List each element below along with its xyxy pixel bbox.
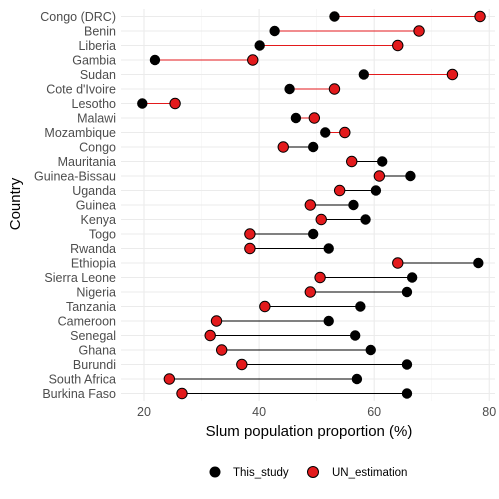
y-tick-ethiopia: Ethiopia (71, 257, 116, 271)
y-tick-cameroon: Cameroon (58, 315, 116, 329)
point-this-study-liberia (254, 40, 265, 51)
point-un-estimation-mozambique (339, 126, 351, 139)
point-this-study-uganda (370, 185, 382, 196)
x-tick-60: 60 (367, 405, 381, 419)
point-this-study-sierra-leone (406, 272, 418, 283)
point-this-study-cote-d-ivoire (284, 83, 295, 95)
y-tick-burundi: Burundi (73, 358, 116, 372)
point-this-study-guinea (348, 199, 359, 211)
point-un-estimation-gambia (247, 54, 259, 66)
point-un-estimation-guinea-bissau (373, 170, 386, 182)
point-this-study-mozambique (320, 127, 331, 138)
point-un-estimation-burundi (236, 358, 248, 371)
point-this-study-benin (269, 25, 280, 37)
point-un-estimation-cote-d-ivoire (328, 83, 341, 95)
y-tick-malawi: Malawi (77, 112, 116, 126)
segments (142, 16, 481, 394)
y-tick-congo: Congo (79, 141, 116, 155)
point-this-study-congo-drc (329, 11, 340, 22)
point-this-study-mauritania (377, 156, 388, 167)
point-un-estimation-rwanda (244, 242, 256, 255)
point-un-estimation-tanzania (259, 300, 271, 313)
point-this-study-malawi (290, 112, 302, 124)
point-this-study-rwanda (323, 243, 334, 254)
y-tick-burkina-faso: Burkina Faso (42, 387, 116, 401)
y-tick-lesotho: Lesotho (72, 97, 117, 111)
y-tick-ghana: Ghana (78, 344, 116, 358)
point-this-study-lesotho (137, 98, 148, 109)
x-tick-80: 80 (482, 405, 496, 419)
x-tick-20: 20 (137, 405, 151, 419)
point-this-study-burkina-faso (401, 388, 413, 399)
y-tick-guinea-bissau: Guinea-Bissau (34, 170, 116, 184)
y-tick-mauritania: Mauritania (58, 155, 116, 169)
point-this-study-kenya (360, 214, 371, 225)
point-this-study-congo (307, 141, 319, 153)
data-points (137, 10, 486, 400)
point-un-estimation-uganda (333, 184, 346, 197)
point-un-estimation-mauritania (346, 155, 358, 168)
y-tick-mozambique: Mozambique (44, 126, 116, 140)
point-this-study-togo (307, 228, 319, 240)
y-tick-congo-drc: Congo (DRC) (40, 10, 116, 24)
legend-label-un-estimation: UN_estimation (332, 467, 407, 479)
point-un-estimation-cameroon (210, 315, 223, 327)
point-un-estimation-guinea (304, 199, 317, 211)
point-un-estimation-sierra-leone (314, 271, 326, 284)
x-axis-title: Slum population proportion (%) (206, 423, 413, 440)
point-this-study-cameroon (323, 315, 334, 327)
y-tick-south-africa: South Africa (49, 373, 116, 387)
x-tick-40: 40 (252, 405, 266, 419)
point-un-estimation-kenya (315, 213, 327, 226)
point-un-estimation-congo (277, 141, 289, 153)
point-un-estimation-south-africa (163, 373, 176, 385)
point-un-estimation-senegal (204, 329, 216, 342)
point-this-study-ghana (365, 344, 376, 356)
y-tick-sudan: Sudan (80, 68, 116, 82)
legend-key-un-estimation (307, 466, 319, 478)
legend-key-this-study (209, 466, 221, 478)
y-tick-guinea: Guinea (76, 199, 116, 213)
y-tick-uganda: Uganda (72, 184, 116, 198)
y-axis-title: Country (7, 177, 24, 230)
point-un-estimation-nigeria (304, 286, 317, 298)
point-un-estimation-ethiopia (392, 257, 404, 269)
y-tick-liberia: Liberia (78, 39, 116, 53)
point-un-estimation-burkina-faso (176, 387, 188, 400)
point-this-study-tanzania (355, 301, 366, 312)
point-un-estimation-lesotho (169, 97, 181, 110)
point-this-study-gambia (149, 54, 161, 66)
y-tick-togo: Togo (89, 228, 116, 242)
y-tick-tanzania: Tanzania (66, 300, 116, 314)
point-this-study-senegal (349, 330, 361, 341)
legend: This_study UN_estimation (209, 466, 407, 479)
y-tick-rwanda: Rwanda (70, 242, 116, 256)
point-un-estimation-benin (413, 25, 425, 37)
point-un-estimation-liberia (392, 39, 404, 52)
point-this-study-burundi (401, 359, 413, 370)
point-un-estimation-ghana (215, 344, 228, 356)
y-tick-nigeria: Nigeria (76, 286, 116, 300)
point-un-estimation-togo (244, 228, 256, 240)
y-tick-kenya: Kenya (81, 213, 116, 227)
point-un-estimation-congo-drc (474, 10, 486, 23)
point-this-study-nigeria (401, 286, 413, 298)
legend-label-this-study: This_study (233, 467, 289, 479)
point-this-study-guinea-bissau (405, 170, 416, 182)
x-tick-labels: 20 40 60 80 (137, 405, 496, 419)
y-tick-cote-d-ivoire: Cote d'Ivoire (46, 83, 116, 97)
point-this-study-sudan (358, 69, 370, 80)
y-tick-senegal: Senegal (70, 329, 116, 343)
y-tick-gambia: Gambia (72, 54, 116, 68)
point-un-estimation-malawi (308, 112, 321, 124)
point-this-study-ethiopia (473, 257, 484, 269)
point-un-estimation-sudan (446, 68, 459, 81)
y-tick-sierra-leone: Sierra Leone (44, 271, 116, 285)
point-this-study-south-africa (351, 373, 363, 385)
y-tick-benin: Benin (84, 25, 116, 39)
